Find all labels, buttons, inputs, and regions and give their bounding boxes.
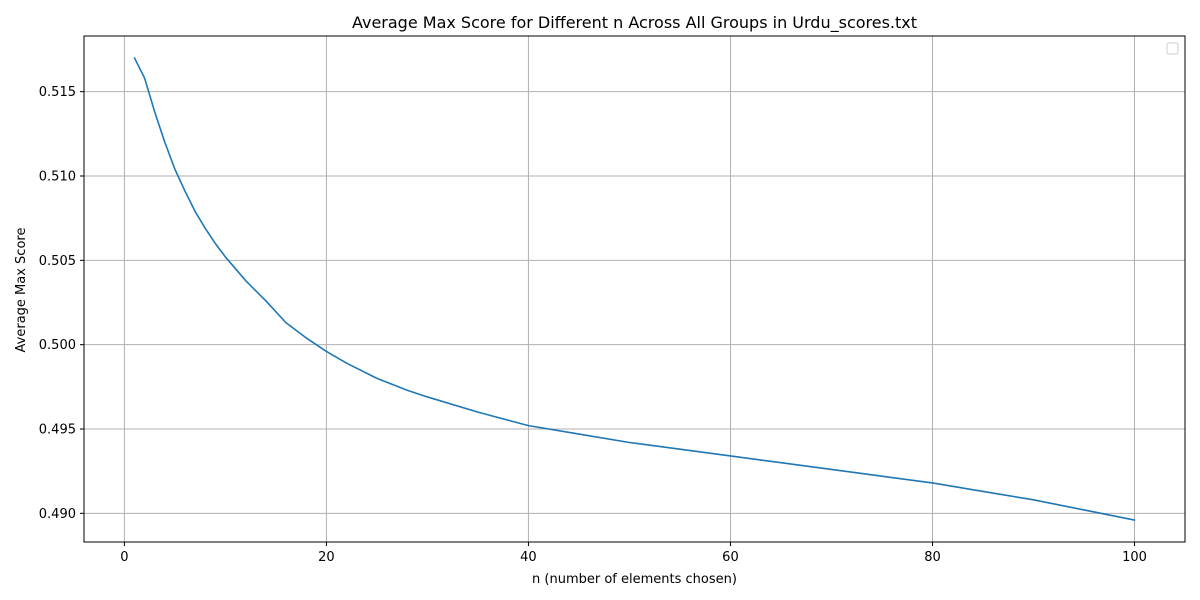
series-line — [133, 57, 1136, 521]
x-tick-label: 60 — [722, 550, 739, 565]
x-axis-label: n (number of elements chosen) — [532, 572, 737, 587]
x-tick-label: 20 — [318, 550, 335, 565]
y-tick-label: 0.490 — [39, 507, 76, 522]
grid — [84, 36, 1185, 542]
x-tick-label: 40 — [520, 550, 537, 565]
legend — [1166, 42, 1179, 55]
x-axis-ticks: 0 20 40 60 80 100 — [120, 542, 1147, 565]
y-axis-ticks: 0.490 0.495 0.500 0.505 0.510 0.515 — [39, 85, 84, 522]
x-tick-label: 100 — [1122, 550, 1147, 565]
y-tick-label: 0.510 — [39, 169, 76, 184]
series-layer — [133, 57, 1136, 521]
y-tick-label: 0.495 — [39, 422, 76, 437]
plot-frame — [83, 35, 1186, 543]
chart-title: Average Max Score for Different n Across… — [352, 13, 917, 33]
x-tick-label: 0 — [120, 550, 128, 565]
x-tick-label: 80 — [924, 550, 941, 565]
y-tick-label: 0.505 — [39, 254, 76, 269]
y-tick-label: 0.515 — [39, 85, 76, 100]
y-tick-label: 0.500 — [39, 338, 76, 353]
y-axis-label: Average Max Score — [14, 228, 29, 353]
